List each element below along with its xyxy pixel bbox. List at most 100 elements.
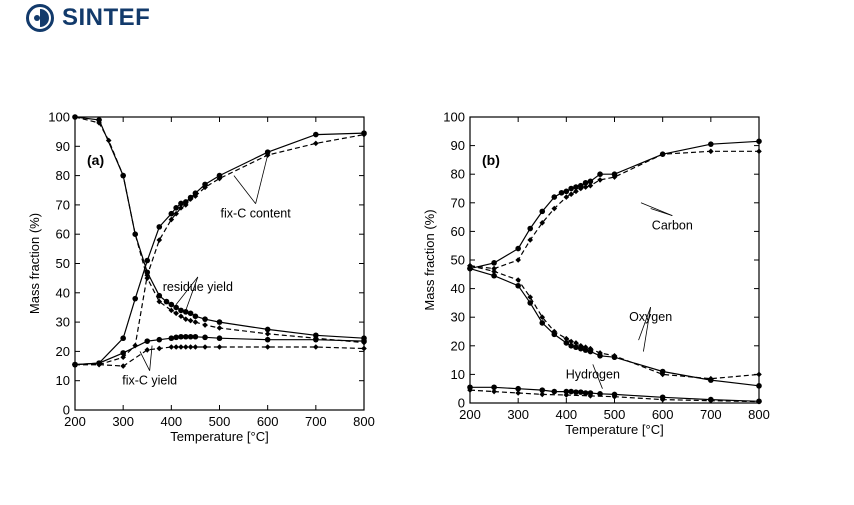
data-point: [313, 131, 319, 138]
y-tick-label: 70: [56, 197, 70, 212]
data-point: [597, 350, 603, 356]
chart-panel-b: 200 300 400 500 600 700 800 0 10 20 30 40 50 60 70 80 90…: [422, 110, 770, 438]
data-point: [120, 350, 126, 356]
data-point: [527, 237, 534, 243]
annotation-pointer: [592, 364, 603, 389]
y-tick-label: 60: [451, 224, 465, 239]
y-tick-label: 90: [56, 139, 70, 154]
data-point: [361, 345, 367, 352]
y-tick-label: 70: [451, 195, 465, 210]
data-point: [587, 178, 594, 185]
data-point: [168, 301, 175, 308]
data-point: [515, 257, 521, 263]
data-point: [202, 181, 208, 188]
data-point: [491, 272, 497, 279]
data-point: [144, 347, 151, 353]
data-point: [577, 389, 584, 395]
series-line: [469, 265, 760, 380]
data-point: [756, 398, 762, 405]
data-point: [216, 172, 223, 179]
data-point: [156, 345, 163, 352]
y-axis-label: Mass fraction (%): [27, 213, 42, 314]
data-point: [577, 182, 584, 189]
data-point: [202, 344, 208, 350]
data-point: [539, 320, 546, 326]
data-point: [105, 137, 112, 144]
data-point: [216, 325, 223, 331]
data-point: [216, 344, 223, 350]
annotation-pointer: [643, 307, 652, 352]
data-point: [313, 336, 319, 343]
series-line: [75, 346, 365, 367]
data-point: [527, 300, 534, 306]
data-point: [120, 172, 126, 179]
data-point: [568, 191, 574, 198]
data-point: [144, 338, 151, 344]
annotation-pointer: [255, 154, 269, 204]
data-point: [527, 294, 534, 300]
data-point: [563, 340, 570, 346]
data-point: [597, 177, 603, 183]
data-point: [582, 390, 589, 396]
data-point: [178, 200, 184, 207]
data-point: [582, 344, 589, 351]
data-point: [216, 175, 223, 182]
data-point: [573, 340, 579, 346]
data-point: [216, 335, 223, 342]
data-point: [577, 343, 584, 349]
x-tick-label: 300: [507, 407, 529, 422]
data-point: [587, 393, 594, 399]
data-point: [173, 344, 179, 350]
y-tick-label: 0: [63, 403, 70, 418]
y-tick-label: 10: [451, 367, 465, 382]
data-point: [168, 344, 175, 350]
data-point: [587, 345, 594, 352]
data-point: [568, 338, 574, 345]
data-point: [611, 353, 618, 359]
data-point: [539, 314, 546, 320]
data-point: [178, 333, 184, 340]
data-point: [202, 184, 208, 191]
data-point: [202, 322, 208, 328]
annotation-label: Hydrogen: [566, 367, 620, 381]
y-tick-label: 100: [443, 110, 465, 125]
data-point: [144, 272, 151, 279]
panel-label: (a): [87, 152, 104, 168]
data-point: [551, 388, 558, 395]
y-tick-label: 30: [451, 310, 465, 325]
data-point: [173, 304, 179, 311]
x-tick-label: 800: [748, 407, 770, 422]
x-axis-label: Temperature [°C]: [565, 422, 663, 437]
data-point: [708, 375, 714, 382]
y-tick-label: 0: [458, 396, 465, 411]
data-point: [163, 298, 170, 305]
data-point: [577, 345, 584, 352]
data-point: [182, 202, 189, 208]
data-point: [539, 387, 546, 393]
data-point: [527, 225, 534, 232]
y-tick-label: 90: [451, 138, 465, 153]
data-point: [313, 344, 319, 350]
annotation-pointer: [640, 202, 673, 217]
data-point: [187, 317, 194, 324]
data-point: [587, 390, 594, 396]
data-point: [192, 333, 199, 340]
data-point: [132, 342, 139, 349]
data-point: [187, 310, 194, 317]
data-point: [491, 265, 497, 272]
data-point: [577, 185, 584, 192]
data-point: [756, 371, 762, 378]
annotation-label: fix-C content: [221, 207, 292, 221]
data-point: [144, 257, 151, 264]
chart-panel-a: 200 300 400 500 600 700 800 0 10 20 30 40 50 60 70 80 90…: [27, 110, 375, 445]
data-point: [515, 277, 521, 283]
data-point: [597, 391, 603, 397]
data-point: [182, 333, 189, 340]
sintef-logo[interactable]: SINTEF: [26, 4, 150, 32]
data-point: [563, 188, 570, 195]
logo-text: SINTEF: [62, 4, 151, 31]
y-axis-label: Mass fraction (%): [422, 209, 437, 310]
data-point: [156, 292, 163, 299]
x-tick-label: 200: [64, 414, 86, 429]
data-point: [491, 388, 497, 395]
